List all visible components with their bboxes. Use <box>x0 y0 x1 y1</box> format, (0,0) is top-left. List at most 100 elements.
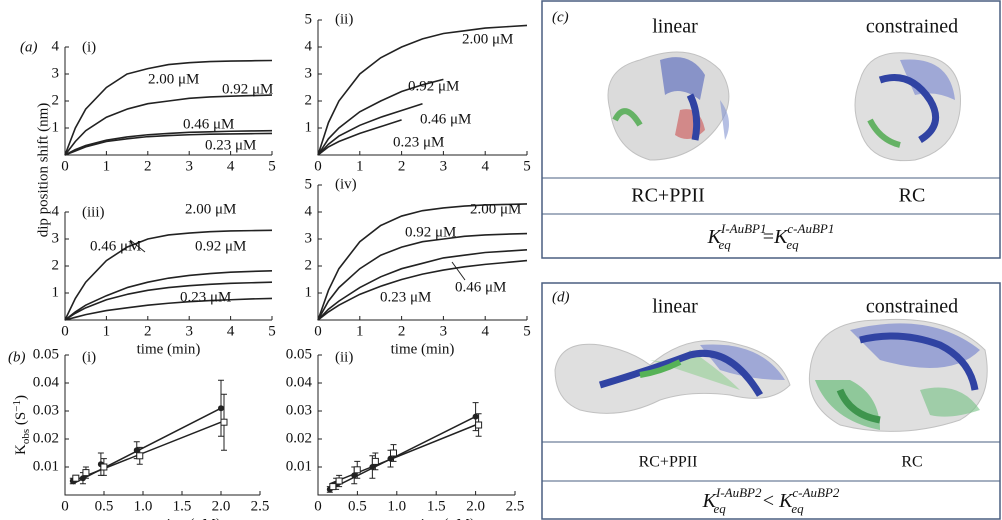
eq-symbol: K <box>773 226 789 248</box>
curve <box>64 129 273 156</box>
x-tick-label: 5 <box>268 323 276 339</box>
eq-sup: c-AuBP2 <box>792 485 839 500</box>
x-axis-label: concentration (μM) <box>358 516 475 520</box>
chart-label: (ii) <box>335 11 353 27</box>
series-label: 0.46 μM <box>183 116 234 132</box>
eq-sup: I-AuBP2 <box>715 485 762 500</box>
series-label: 0.46 μM <box>90 238 141 254</box>
eq-symbol: K <box>707 226 723 248</box>
x-tick-label: 5 <box>268 158 276 174</box>
chart-label: (iii) <box>82 204 105 220</box>
panel-label: (b) <box>8 349 26 365</box>
y-tick-label: 0.01 <box>286 458 312 474</box>
point <box>335 477 343 485</box>
curve <box>317 78 444 156</box>
panel-box <box>541 0 1001 259</box>
eq-symbol: K <box>702 490 718 512</box>
fit-line <box>72 421 222 482</box>
curve <box>317 232 528 321</box>
eq-sup: c-AuBP1 <box>787 221 834 236</box>
chart-label: (i) <box>82 39 96 55</box>
point <box>136 452 144 460</box>
y-tick-label: 0.05 <box>286 346 312 362</box>
curve <box>317 102 423 156</box>
x-tick-label: 0 <box>314 323 322 339</box>
y-tick-label: 5 <box>305 176 313 192</box>
x-tick-label: 2.0 <box>212 498 231 514</box>
series-label: 2.00 μM <box>185 201 236 217</box>
x-tick-label: 2 <box>144 323 152 339</box>
axis-line <box>64 355 260 496</box>
point <box>218 405 224 412</box>
series-label: 0.23 μM <box>180 289 231 305</box>
x-tick-label: 0.5 <box>348 498 367 514</box>
y-tick-label: 4 <box>52 203 60 219</box>
curve <box>64 94 273 156</box>
y-tick-label: 4 <box>305 203 313 219</box>
y-tick-label: 0.05 <box>33 346 59 362</box>
curve <box>317 119 402 156</box>
eq-sub: eq <box>791 501 804 516</box>
x-tick-label: 0 <box>61 323 69 339</box>
x-tick-label: 4 <box>481 323 489 339</box>
series-label: 2.00 μM <box>148 71 199 87</box>
caption: RC <box>899 185 926 207</box>
eq-symbol: K <box>778 490 794 512</box>
eq-op: = <box>763 226 774 248</box>
panel-label: (a) <box>20 39 38 55</box>
point <box>220 418 228 426</box>
y-tick-label: 4 <box>305 38 313 54</box>
x-tick-label: 0 <box>61 158 69 174</box>
point <box>353 466 361 474</box>
x-tick-label: 2 <box>144 158 152 174</box>
x-tick-label: 1.0 <box>134 498 153 514</box>
equation: KI-AuBP1 eq =Kc-AuBP1 eq <box>707 221 835 252</box>
x-tick-label: 3 <box>440 158 448 174</box>
y-axis-label-part: ) <box>13 395 29 400</box>
y-tick-label: 0.04 <box>286 374 313 390</box>
heading: linear <box>652 16 698 38</box>
curve <box>64 281 273 321</box>
y-axis-label: Kobs (S−1) <box>11 395 32 455</box>
y-tick-label: 1 <box>52 284 60 300</box>
arrow <box>129 239 146 253</box>
heading: constrained <box>866 296 958 318</box>
y-axis-label-part: (S <box>13 412 29 429</box>
y-tick-label: 5 <box>305 11 313 27</box>
point <box>82 469 90 477</box>
x-axis-label: concentration (μM) <box>104 516 221 520</box>
molecule <box>808 318 988 432</box>
series-label: 0.92 μM <box>408 78 459 94</box>
x-axis-label: time (min) <box>137 341 201 357</box>
point <box>133 447 140 454</box>
curve <box>64 270 273 321</box>
point <box>72 474 80 482</box>
x-tick-label: 1 <box>356 323 364 339</box>
heading: linear <box>652 296 698 318</box>
y-axis-label-part: K <box>13 444 29 455</box>
x-tick-label: 5 <box>523 158 531 174</box>
y-tick-label: 2 <box>305 257 313 273</box>
x-tick-label: 1.5 <box>427 498 446 514</box>
caption: RC+PPII <box>639 454 698 471</box>
curve <box>64 59 273 156</box>
caption: RC <box>901 454 922 471</box>
fit-line <box>329 415 476 491</box>
x-axis-label: time (min) <box>391 341 455 357</box>
series-label: 2.00 μM <box>462 31 513 47</box>
series-label: 0.46 μM <box>420 111 471 127</box>
curve <box>64 132 273 156</box>
point <box>475 421 483 429</box>
x-tick-label: 0 <box>61 498 69 514</box>
x-tick-label: 3 <box>185 158 193 174</box>
curve <box>317 203 528 321</box>
equation: KI-AuBP2 eq < Kc-AuBP2 eq <box>702 485 840 516</box>
panel-box <box>541 282 1001 520</box>
x-tick-label: 2 <box>398 158 406 174</box>
eq-sub: eq <box>719 237 732 252</box>
y-axis-label-part: −1 <box>11 400 23 412</box>
x-tick-label: 2.5 <box>506 498 525 514</box>
point <box>389 449 397 457</box>
point <box>329 483 337 491</box>
